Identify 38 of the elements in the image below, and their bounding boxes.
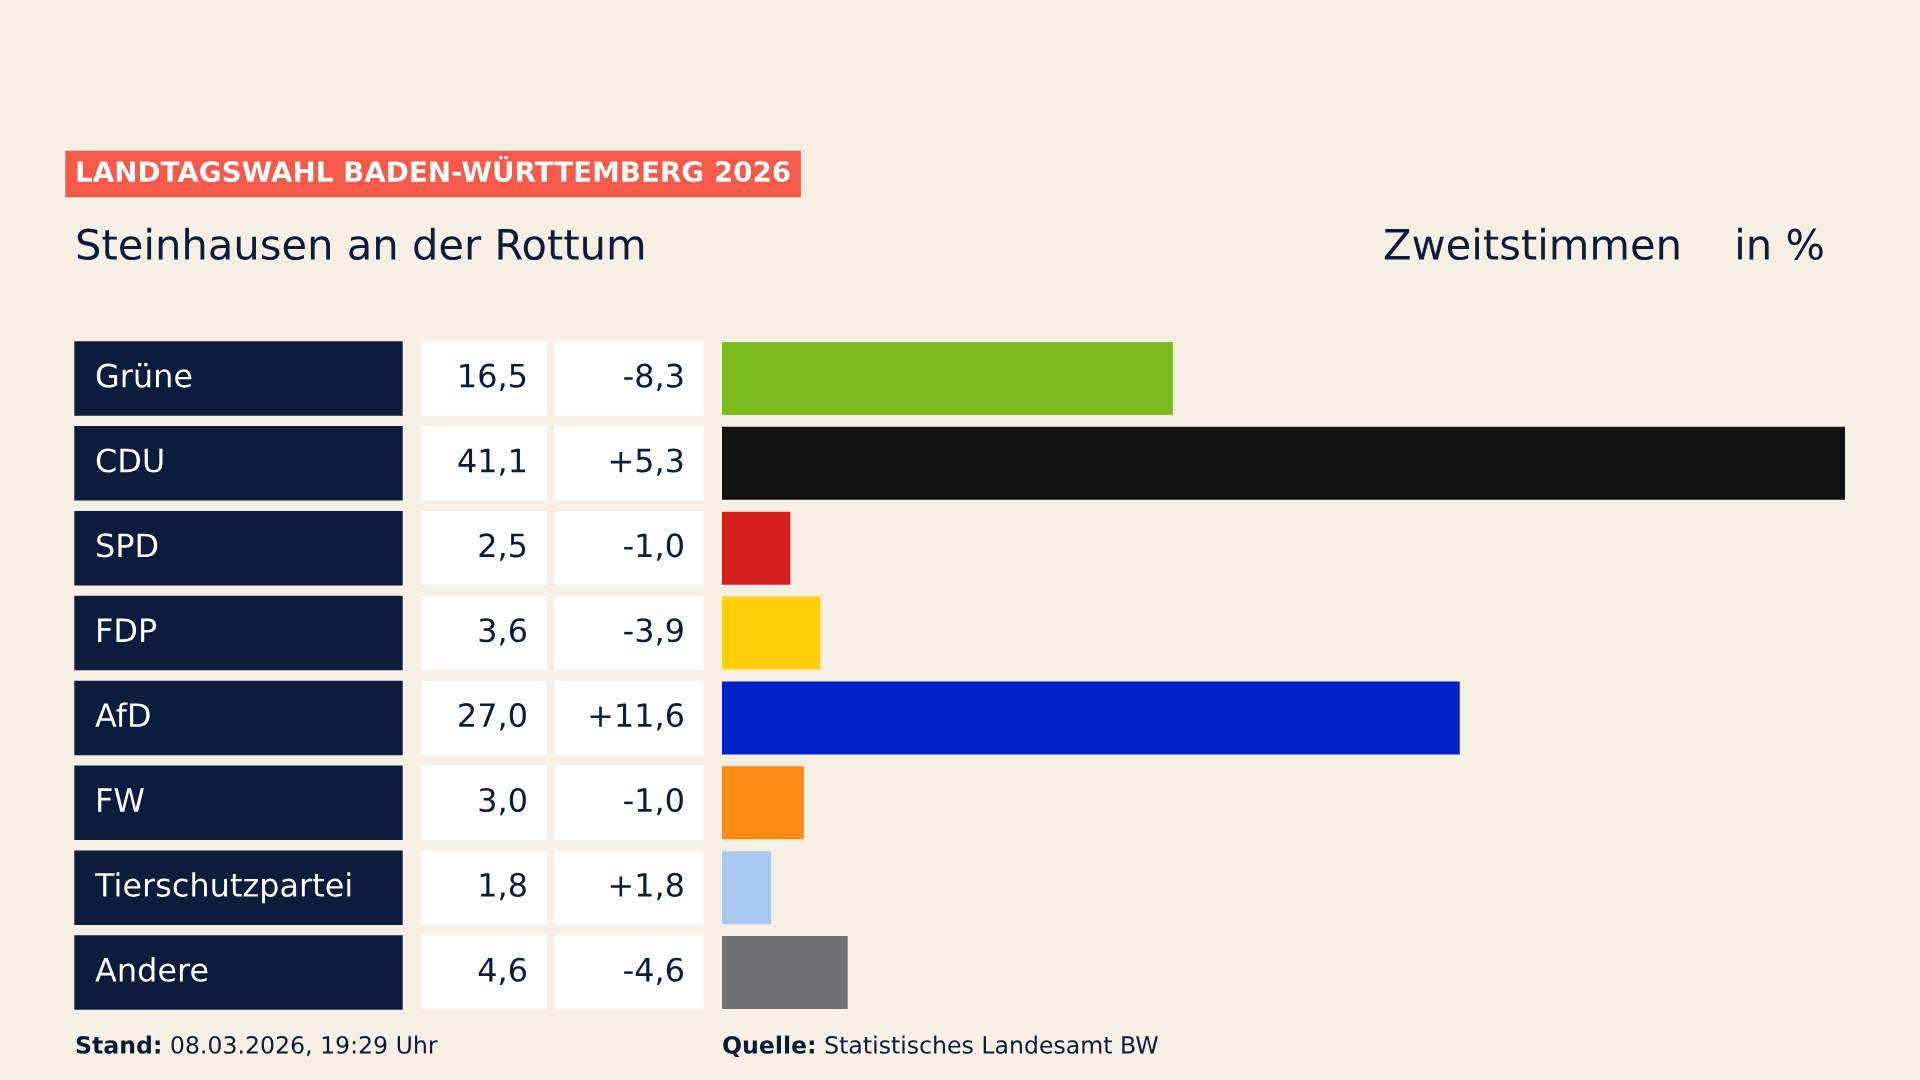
bar: [722, 596, 821, 670]
text: +1,8: [610, 872, 683, 901]
y-tick-label: SPD: [97, 533, 158, 558]
data-label: 2,5: [479, 533, 526, 561]
y-tick-label: FW: [98, 788, 144, 812]
y-tick-label: Tierschutzpartei: [94, 872, 351, 904]
bar: [722, 341, 1173, 415]
text: -1,0: [624, 787, 683, 816]
bar: [722, 426, 1845, 500]
text: in %: [1738, 227, 1823, 261]
text: -1,0: [624, 533, 683, 561]
y-tick-label: Grüne: [96, 363, 192, 388]
data-label: 3,0: [479, 787, 526, 816]
text: -8,3: [624, 363, 683, 391]
bar: [722, 511, 791, 585]
data-label: 4,6: [478, 957, 526, 986]
text: LANDTAGSWAHL BADEN-WÜRTTEMBERG 2026: [77, 155, 790, 183]
y-tick-label: Andere: [95, 957, 208, 982]
data-label: 3,6: [479, 618, 526, 646]
text: +11,6: [590, 703, 683, 731]
data-label: 1,8: [480, 872, 526, 901]
data-label: 16,5: [460, 363, 526, 391]
y-tick-label: FDP: [98, 618, 157, 642]
text: Zweitstimmen: [1384, 227, 1679, 261]
text: Stand: 08.03.2026, 19:29 Uhr: [76, 1035, 438, 1057]
text: +5,3: [610, 448, 683, 476]
bar: [722, 681, 1460, 755]
bar: [722, 766, 804, 840]
y-tick-label: AfD: [95, 702, 150, 727]
source-note: Quelle: Statistisches Landesamt BW: [723, 1035, 1158, 1057]
text: Steinhausen an der Rottum: [77, 227, 644, 261]
data-label: 27,0: [459, 703, 526, 731]
bar: [722, 936, 848, 1010]
data-label: 41,1: [458, 448, 526, 476]
text: -4,6: [624, 957, 683, 986]
text: -3,9: [624, 618, 683, 646]
bar: [722, 851, 772, 925]
y-tick-label: CDU: [96, 448, 163, 473]
